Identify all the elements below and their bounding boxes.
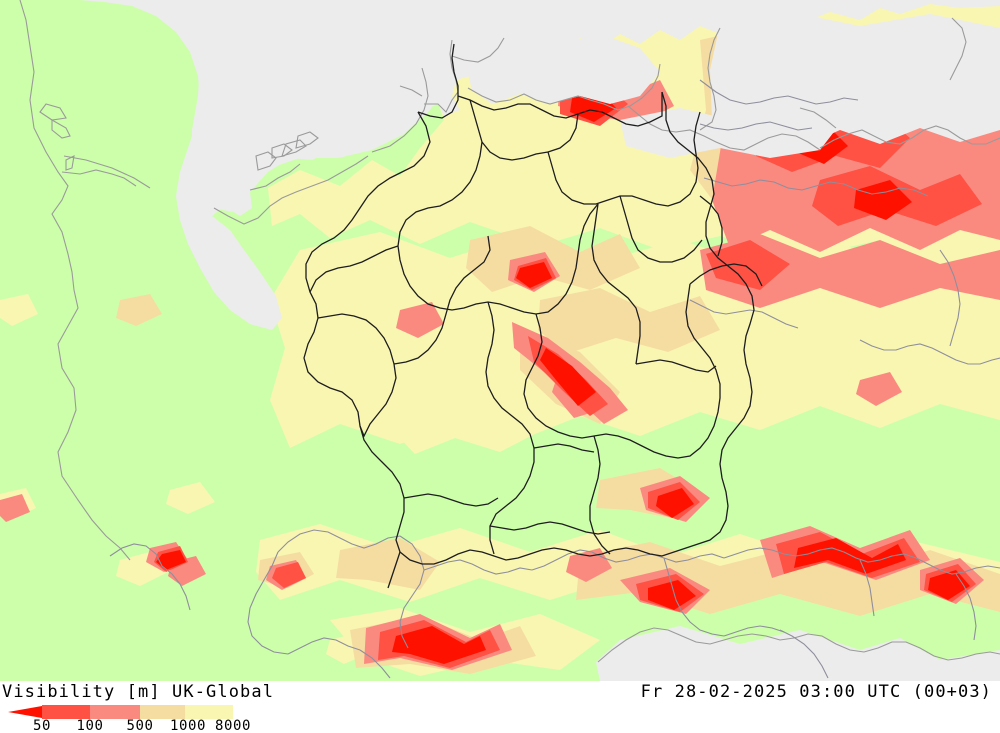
country-border-layer [303,43,763,589]
band-below-50 [156,4,970,664]
map-footer: Visibility [m] UK-Global Fr 28-02-2025 0… [0,681,1000,733]
colorbar-band-100-500 [90,705,140,719]
legend-title: Visibility [m] UK-Global [2,682,275,702]
colorbar-tick-500: 500 [126,718,154,733]
colorbar[interactable] [0,705,250,719]
sea-layer [80,0,1000,681]
admin-border-layer [109,79,1000,679]
colorbar-tick-100: 100 [76,718,104,733]
map-canvas[interactable] [0,0,1000,681]
colorbar-tick-1000: 1000 [169,718,207,733]
colorbar-extend-min [8,706,42,718]
colorbar-svg[interactable] [0,705,250,719]
colorbar-band-1000-8000 [185,705,233,719]
visibility-forecast-map[interactable] [0,0,1000,681]
colorbar-band-50-100 [42,705,90,719]
colorbar-ticks: 50 100 500 1000 8000 [0,718,260,733]
coastline-layer [19,0,1000,663]
colorbar-tick-50: 50 [32,718,52,733]
colorbar-band-500-1000 [140,705,185,719]
colorbar-tick-8000: 8000 [214,718,252,733]
valid-time-label: Fr 28-02-2025 03:00 UTC (00+03) [640,682,992,702]
